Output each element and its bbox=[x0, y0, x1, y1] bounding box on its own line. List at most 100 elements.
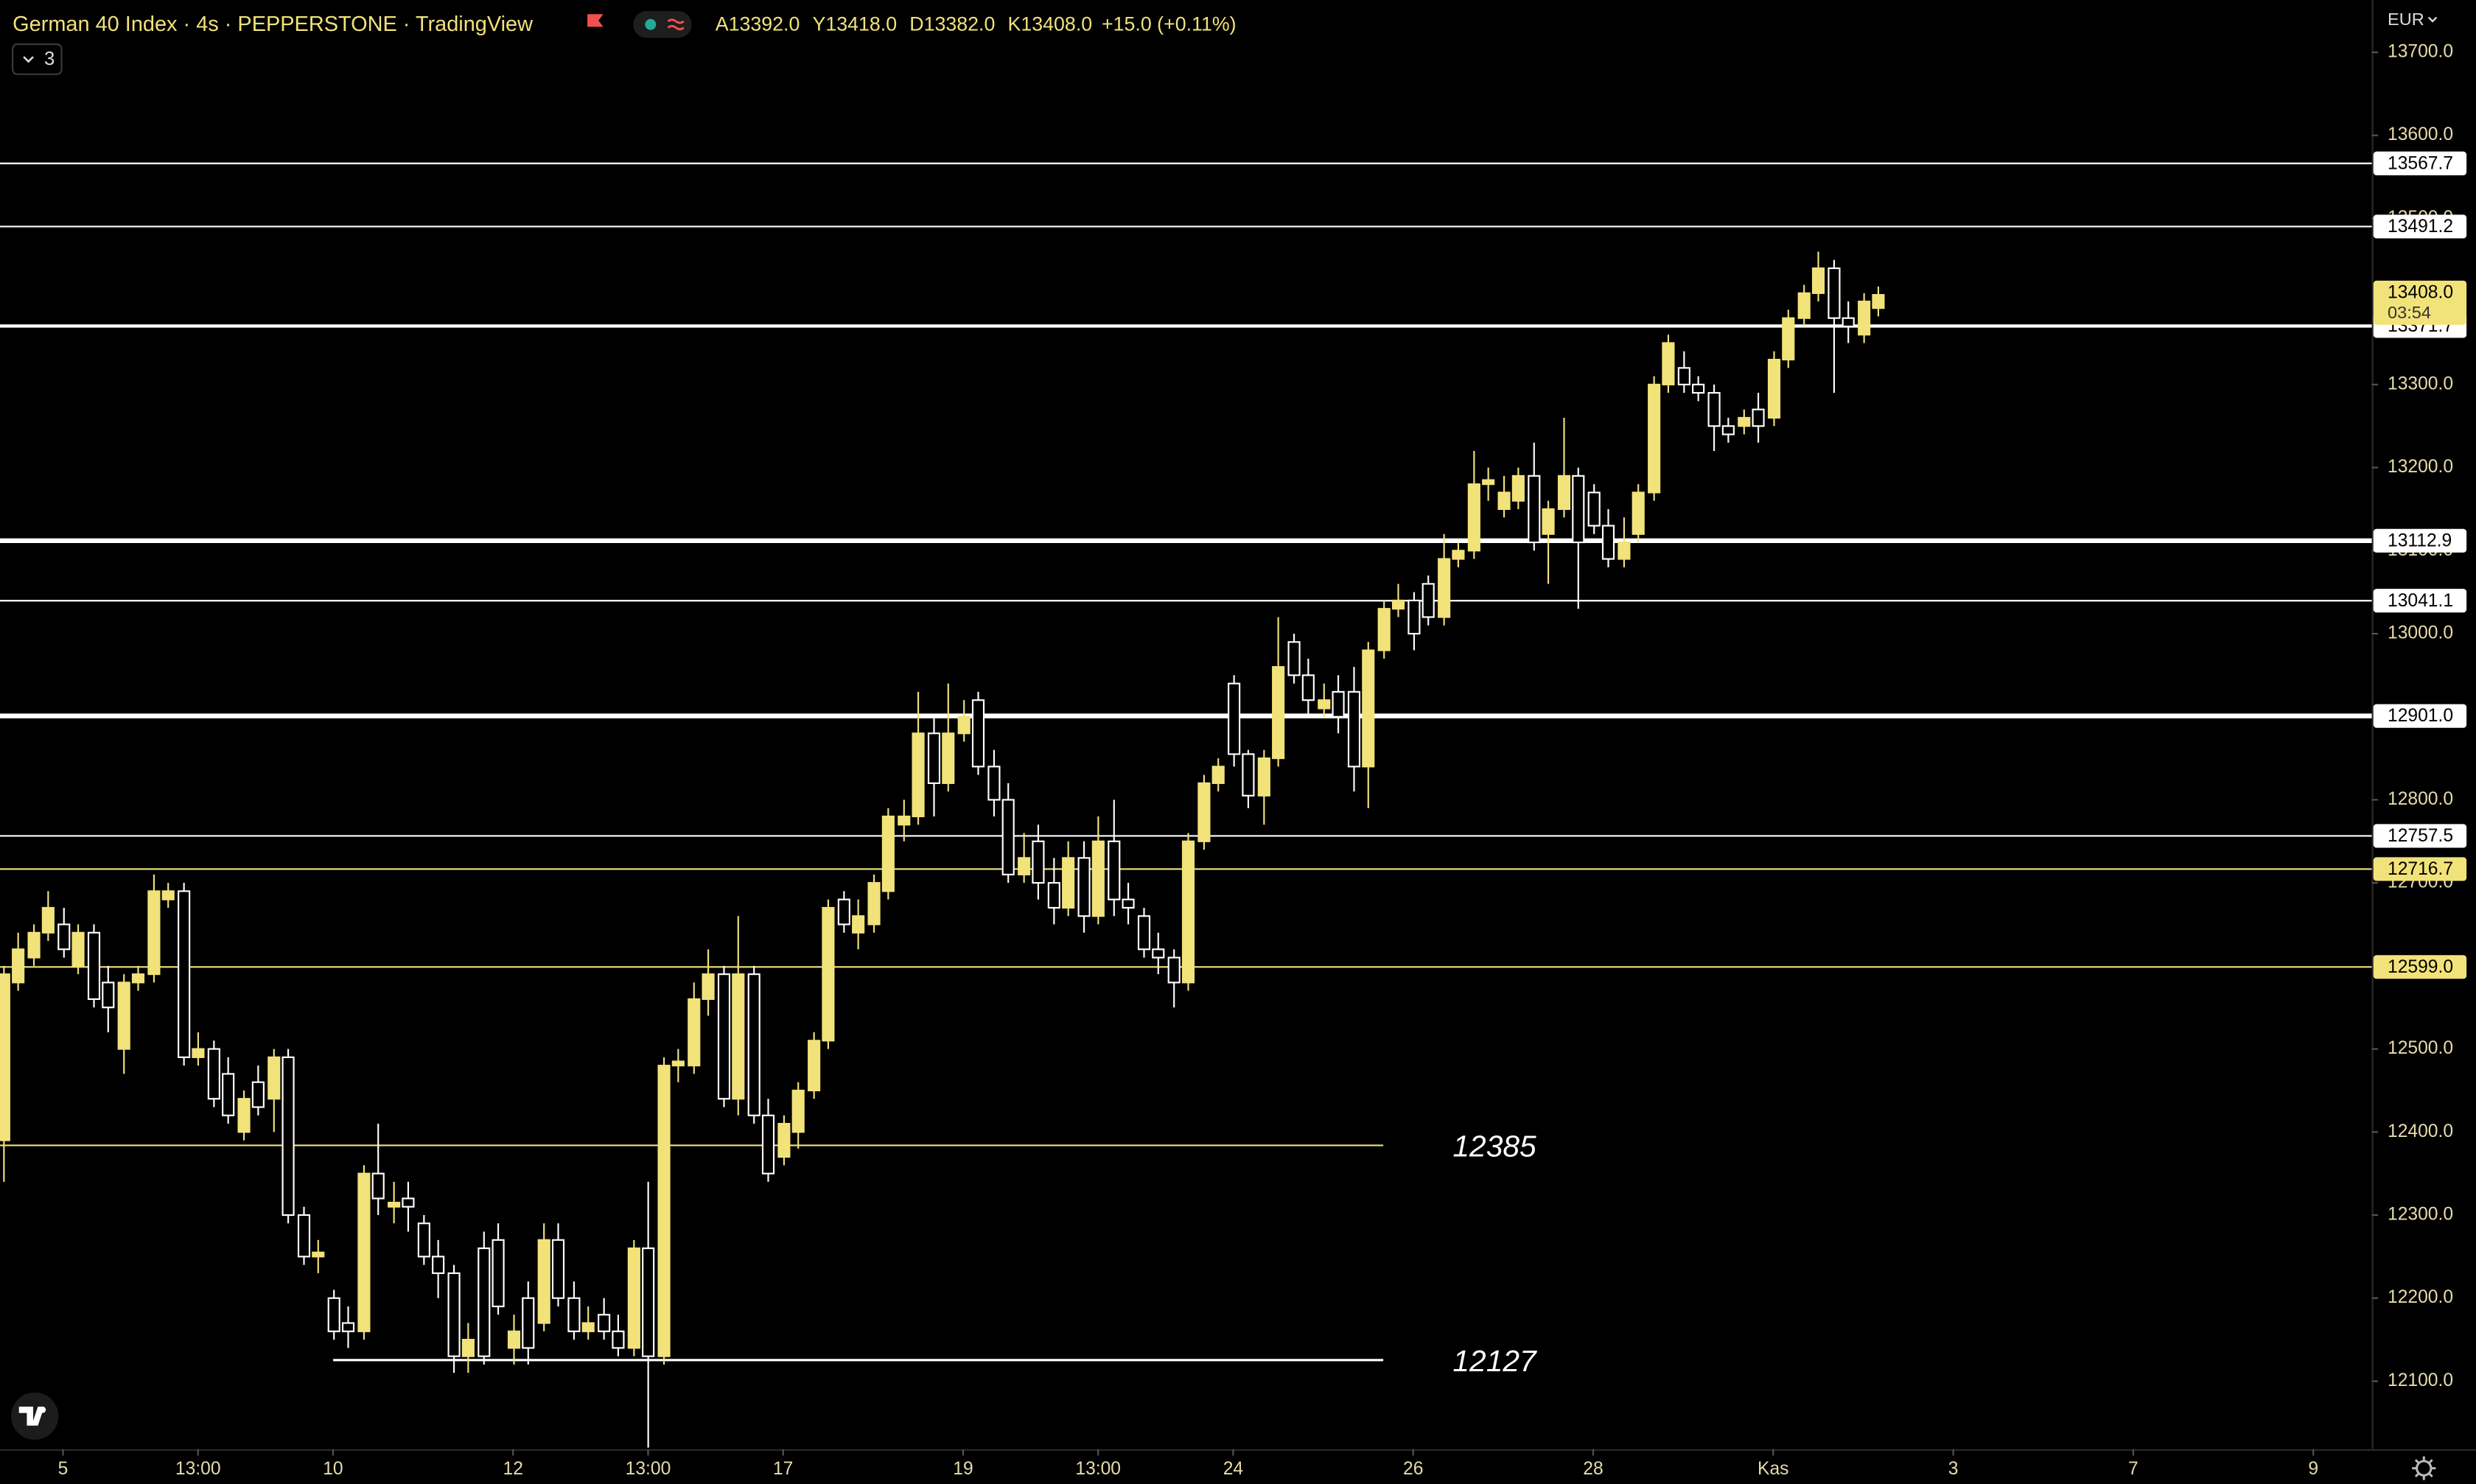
candle-body bbox=[117, 981, 130, 1050]
market-open-dot bbox=[645, 18, 657, 30]
level-label-box bbox=[2373, 214, 2467, 239]
candle-body bbox=[702, 973, 715, 1001]
candle-body bbox=[612, 1330, 625, 1349]
y-tick-label: 13700.0 bbox=[2388, 42, 2453, 62]
candle-body bbox=[1618, 541, 1631, 560]
candle-body bbox=[507, 1330, 521, 1349]
level-label-box bbox=[2373, 824, 2467, 848]
settings-icon-teeth bbox=[2412, 1456, 2436, 1480]
candle-body bbox=[717, 973, 731, 1100]
candle-body bbox=[192, 1048, 205, 1058]
level-label: 13112.9 bbox=[2388, 531, 2452, 550]
level-label-box bbox=[2373, 151, 2467, 175]
candle-body bbox=[1842, 317, 1855, 328]
candle-body bbox=[1108, 840, 1121, 900]
candle-body bbox=[1377, 608, 1391, 651]
candle-body bbox=[1707, 392, 1721, 427]
last-price-label: 13408.0 bbox=[2388, 283, 2453, 303]
candle-body bbox=[1362, 649, 1375, 768]
candle-body bbox=[881, 815, 895, 892]
candle-body bbox=[1482, 479, 1495, 486]
candle-body bbox=[1438, 558, 1451, 618]
x-tick-label: 19 bbox=[953, 1459, 973, 1479]
ohlc-key: Y bbox=[812, 13, 825, 35]
y-tick-label: 12500.0 bbox=[2388, 1038, 2453, 1058]
candle-body bbox=[942, 732, 955, 784]
flag-icon[interactable] bbox=[587, 14, 604, 27]
ohlc-key: A bbox=[716, 13, 729, 35]
candle-body bbox=[581, 1322, 595, 1332]
candle-body bbox=[987, 766, 1001, 801]
candle-body bbox=[1557, 475, 1571, 511]
candle-body bbox=[1648, 383, 1661, 494]
candle-body bbox=[87, 931, 101, 1001]
candle-body bbox=[102, 981, 115, 1009]
x-tick-label: 13:00 bbox=[175, 1459, 221, 1479]
candle-body bbox=[1242, 753, 1255, 797]
candle-body bbox=[1181, 840, 1195, 984]
candle-body bbox=[1721, 425, 1735, 435]
candle-body bbox=[388, 1202, 401, 1208]
y-tick-label: 12100.0 bbox=[2388, 1371, 2453, 1390]
candle-body bbox=[71, 931, 85, 967]
candle-body bbox=[1511, 475, 1525, 502]
level-label-box bbox=[2373, 528, 2467, 553]
candle-body bbox=[1332, 690, 1345, 718]
candle-body bbox=[447, 1272, 461, 1357]
candle-body bbox=[27, 931, 41, 959]
x-tick-label: 10 bbox=[323, 1459, 343, 1479]
candle-body bbox=[1257, 757, 1270, 797]
y-tick-label: 12300.0 bbox=[2388, 1205, 2453, 1225]
x-tick-label: 13:00 bbox=[1075, 1459, 1121, 1479]
x-tick-label: Kas bbox=[1758, 1459, 1788, 1479]
x-tick-label: 9 bbox=[2308, 1459, 2318, 1479]
candle-body bbox=[1091, 840, 1105, 917]
candle-body bbox=[1047, 882, 1060, 909]
candle-body bbox=[251, 1081, 265, 1108]
candle-body bbox=[627, 1247, 640, 1349]
level-label-box bbox=[2373, 589, 2467, 613]
candle-body bbox=[1122, 898, 1135, 909]
chevron bbox=[23, 56, 34, 63]
candle-body bbox=[1301, 674, 1315, 701]
candle-body bbox=[267, 1056, 281, 1100]
candle-body bbox=[1211, 766, 1225, 784]
candle-body bbox=[312, 1251, 325, 1258]
candle-body bbox=[1632, 491, 1645, 535]
candle-body bbox=[642, 1247, 655, 1357]
candle-body bbox=[1421, 583, 1435, 618]
y-tick-label: 13600.0 bbox=[2388, 125, 2453, 144]
candle-body bbox=[222, 1073, 235, 1116]
level-label: 13041.1 bbox=[2388, 591, 2453, 611]
candle-body bbox=[957, 715, 971, 735]
candle-body bbox=[657, 1065, 671, 1357]
candle-body bbox=[371, 1172, 385, 1200]
candle-body bbox=[927, 732, 941, 784]
candle-body bbox=[147, 890, 161, 976]
candle-body bbox=[852, 915, 865, 934]
candle-body bbox=[478, 1247, 491, 1357]
ohlc-value: 13382.0 bbox=[924, 13, 996, 35]
indicator-toggle[interactable] bbox=[12, 43, 63, 75]
currency[interactable]: EUR bbox=[2388, 10, 2424, 29]
candle-body bbox=[1287, 641, 1301, 676]
candle-body bbox=[1587, 491, 1601, 527]
candle-body bbox=[1228, 682, 1241, 755]
level-label-box bbox=[2373, 857, 2467, 881]
status-pill[interactable] bbox=[633, 10, 692, 38]
candle-body bbox=[341, 1322, 355, 1332]
candle-body bbox=[1677, 367, 1690, 385]
candle-body bbox=[912, 732, 925, 818]
candle-body bbox=[808, 1040, 821, 1092]
candle-body bbox=[1811, 267, 1825, 294]
candle-body bbox=[41, 906, 55, 934]
annotation-label: 12385 bbox=[1452, 1129, 1536, 1163]
level-label: 13491.2 bbox=[2388, 217, 2453, 237]
candle-body bbox=[461, 1339, 475, 1357]
candle-body bbox=[688, 998, 701, 1067]
candle-body bbox=[671, 1060, 685, 1067]
candle-body bbox=[131, 973, 145, 984]
candle-body bbox=[522, 1297, 535, 1349]
candle-body bbox=[1782, 317, 1795, 361]
